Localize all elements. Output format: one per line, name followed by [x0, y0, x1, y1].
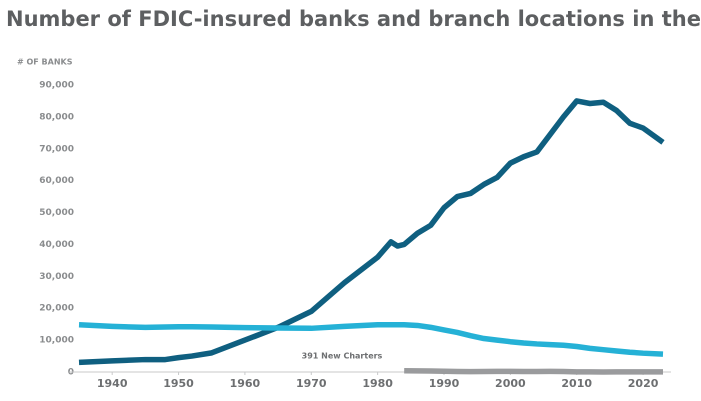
- y-tick-label: 40,000: [39, 240, 74, 250]
- x-tick-label: 1960: [230, 377, 261, 390]
- x-tick-label: 2000: [495, 377, 526, 390]
- y-tick-label: 70,000: [39, 144, 74, 154]
- x-tick-label: 1990: [429, 377, 460, 390]
- y-tick-label: 80,000: [39, 112, 74, 122]
- x-tick-label: 1940: [97, 377, 128, 390]
- series-line: [404, 367, 663, 375]
- y-tick-label: 10,000: [39, 336, 74, 346]
- y-tick-label: 30,000: [39, 272, 74, 282]
- y-tick-label: 60,000: [39, 176, 74, 186]
- chart-title: Number of FDIC-insured banks and branch …: [6, 7, 701, 31]
- x-tick-label: 2010: [561, 377, 592, 390]
- y-tick-label: 90,000: [39, 81, 74, 91]
- annotation: 391 New Charters: [302, 352, 383, 361]
- x-tick-label: 2020: [628, 377, 659, 390]
- series-line: [78, 98, 665, 366]
- series-line: [78, 322, 664, 357]
- x-tick-label: 1980: [362, 377, 393, 390]
- x-tick-label: 1950: [163, 377, 194, 390]
- x-tick-label: 1970: [296, 377, 327, 390]
- y-axis-label: # OF BANKS: [17, 58, 73, 67]
- y-tick-label: 20,000: [39, 304, 74, 314]
- y-tick-label: 50,000: [39, 208, 74, 218]
